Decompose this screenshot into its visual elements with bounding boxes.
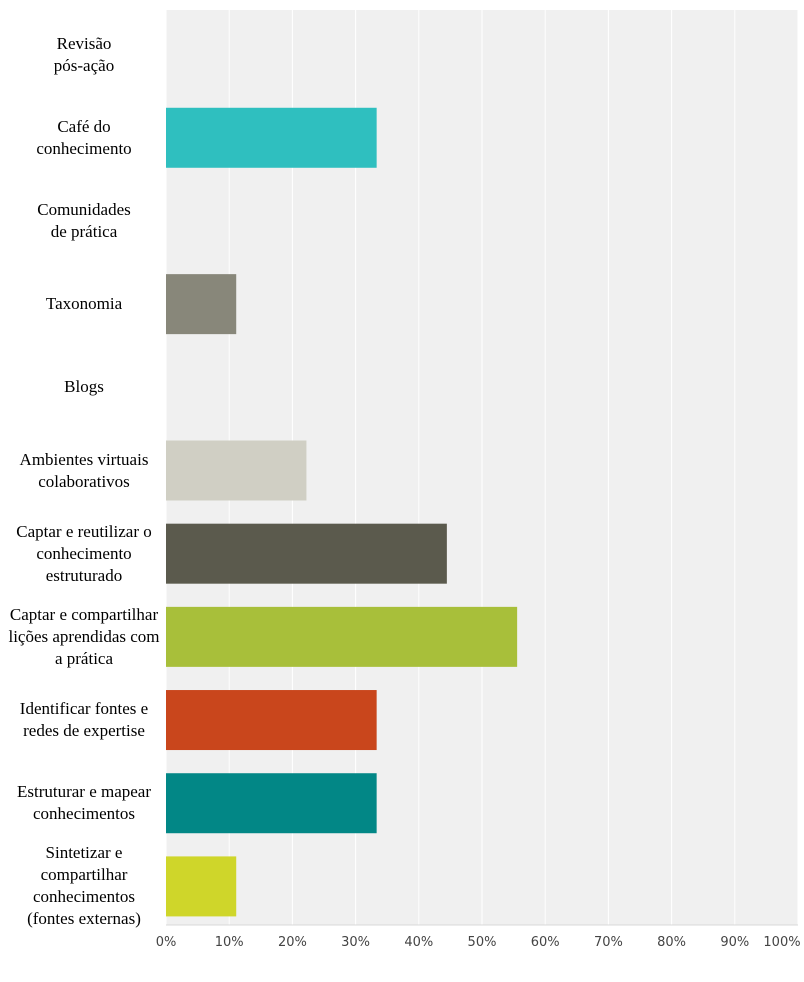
x-tick-label: 40% bbox=[404, 935, 434, 950]
category-label: Identificar fontes e redes de expertise bbox=[19, 699, 149, 741]
category-label: Ambientes virtuais colaborativos bbox=[19, 449, 149, 491]
x-tick-label: 90% bbox=[720, 935, 750, 950]
category-label: Captar e reutilizar o conhecimento estru… bbox=[16, 521, 152, 585]
bar bbox=[166, 107, 377, 168]
x-tick-label: 30% bbox=[341, 935, 371, 950]
bar bbox=[166, 440, 307, 501]
category-label: Blogs bbox=[64, 377, 104, 397]
category-label: Sintetizar e compartilhar conhecimentos … bbox=[27, 843, 141, 929]
bar bbox=[166, 274, 237, 335]
category-label: Café do conhecimento bbox=[36, 116, 132, 158]
x-tick-label: 0% bbox=[155, 935, 177, 950]
x-tick-label: 10% bbox=[214, 935, 244, 950]
category-label: Estruturar e mapear conhecimentos bbox=[16, 782, 152, 824]
category-label: Comunidades de prática bbox=[37, 199, 131, 241]
x-tick-label: 80% bbox=[657, 935, 687, 950]
x-tick-label: 20% bbox=[277, 935, 307, 950]
bar bbox=[166, 856, 237, 917]
bar bbox=[166, 606, 518, 667]
bar bbox=[166, 523, 447, 584]
category-label: Taxonomia bbox=[45, 294, 123, 314]
x-tick-label: 50% bbox=[467, 935, 497, 950]
category-label: Captar e compartilhar lições aprendidas … bbox=[8, 604, 160, 668]
x-tick-label: 100% bbox=[763, 935, 801, 950]
x-tick-label: 70% bbox=[593, 935, 623, 950]
category-label: Revisão pós-ação bbox=[53, 33, 115, 75]
x-tick-label: 60% bbox=[530, 935, 560, 950]
bar bbox=[166, 773, 377, 834]
bar bbox=[166, 690, 377, 751]
